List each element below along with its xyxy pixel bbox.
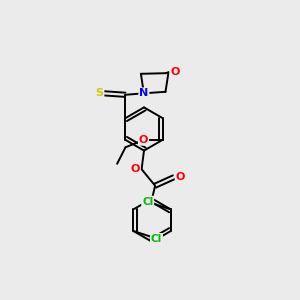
Text: O: O: [170, 67, 180, 77]
Text: Cl: Cl: [142, 196, 153, 207]
Text: Cl: Cl: [151, 234, 162, 244]
Text: S: S: [95, 88, 104, 98]
Text: O: O: [130, 164, 140, 174]
Text: O: O: [176, 172, 185, 182]
Text: O: O: [139, 135, 148, 145]
Text: N: N: [139, 88, 148, 98]
